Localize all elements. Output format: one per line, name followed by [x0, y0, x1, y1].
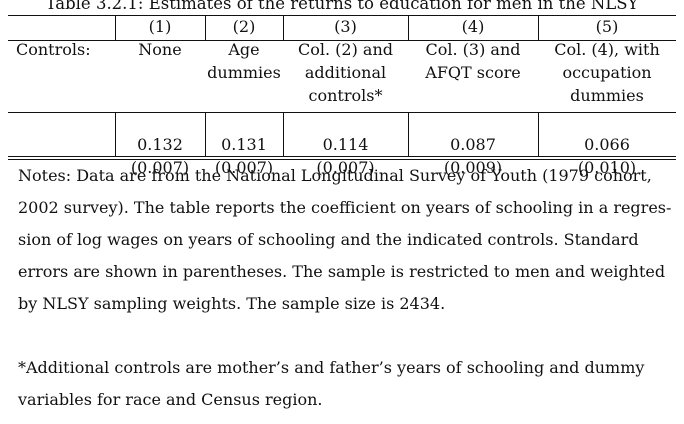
coefficient-value: 0.114: [322, 135, 369, 154]
standard-error-row: (0.007) (0.007) (0.007) (0.009) (0.010): [8, 156, 676, 179]
standard-error-value: (0.007): [316, 158, 375, 177]
notes-line: by NLSY sampling weights. The sample siz…: [18, 294, 446, 313]
controls-row: Controls: None Age dummies Col. (2) and …: [8, 38, 676, 134]
header-rule: [8, 40, 676, 41]
column-divider: [283, 113, 284, 156]
notes-line: errors are shown in parentheses. The sam…: [18, 262, 666, 281]
table-footnote: *Additional controls are mother’s and fa…: [18, 358, 668, 422]
column-divider: [538, 113, 539, 156]
column-number: (5): [595, 17, 619, 36]
column-number: (1): [148, 17, 172, 36]
controls-text: additional: [304, 63, 387, 82]
controls-text: Age: [228, 40, 260, 59]
coefficient-value: 0.132: [137, 135, 183, 154]
table-notes: Notes: Data are from the National Longit…: [18, 166, 672, 326]
notes-line: 2002 survey). The table reports the coef…: [18, 198, 672, 217]
column-number: (3): [334, 17, 357, 36]
controls-text: Col. (2) and: [298, 40, 393, 59]
column-number: (4): [461, 17, 485, 36]
estimates-table: (1) (2) (3) (4) (5) Controls: None Age d…: [8, 16, 676, 179]
standard-error-value: (0.009): [443, 158, 503, 177]
coefficient-row: 0.132 0.131 0.114 0.087 0.066: [8, 134, 676, 156]
bottom-rule-1: [8, 156, 676, 157]
empty-cell: [8, 16, 115, 38]
column-divider: [283, 16, 284, 40]
notes-line: sion of log wages on years of schooling …: [18, 230, 639, 249]
coefficient-value: 0.087: [450, 135, 496, 154]
column-divider: [538, 16, 539, 40]
controls-cell: Col. (3) and AFQT score: [408, 38, 538, 134]
controls-text: Col. (4), with: [554, 40, 660, 59]
column-divider: [115, 16, 116, 40]
controls-cell: None: [115, 38, 205, 134]
controls-label: Controls:: [16, 40, 91, 59]
column-divider: [205, 113, 206, 156]
top-rule: [8, 15, 676, 16]
column-number-row: (1) (2) (3) (4) (5): [8, 16, 676, 38]
column-divider: [408, 113, 409, 156]
standard-error-value: (0.007): [130, 158, 190, 177]
controls-rule: [8, 112, 676, 113]
controls-text: dummies: [207, 63, 281, 82]
standard-error-value: (0.010): [577, 158, 637, 177]
notes-line: Notes: Data are from the National Longit…: [18, 166, 652, 185]
column-divider: [115, 113, 116, 156]
coefficient-value: 0.131: [221, 135, 267, 154]
standard-error-value: (0.007): [214, 158, 274, 177]
controls-cell: Col. (4), with occupation dummies: [538, 38, 676, 134]
controls-text: occupation: [562, 63, 652, 82]
footnote-line: *Additional controls are mother’s and fa…: [18, 358, 645, 377]
controls-cell: Age dummies: [205, 38, 283, 134]
column-divider: [205, 16, 206, 40]
controls-text: controls*: [308, 86, 383, 105]
controls-text: dummies: [570, 86, 644, 105]
controls-text: None: [138, 40, 182, 59]
bottom-rule-2: [8, 159, 676, 160]
controls-text: Col. (3) and: [425, 40, 521, 59]
empty-cell: [8, 134, 115, 156]
controls-cell: Col. (2) and additional controls*: [283, 38, 408, 134]
controls-text: AFQT score: [425, 63, 521, 82]
table-caption: Table 3.2.1: Estimates of the returns to…: [45, 0, 639, 13]
coefficient-value: 0.066: [584, 135, 630, 154]
column-number: (2): [232, 17, 256, 36]
footnote-line: variables for race and Census region.: [18, 390, 323, 409]
column-divider: [408, 16, 409, 40]
